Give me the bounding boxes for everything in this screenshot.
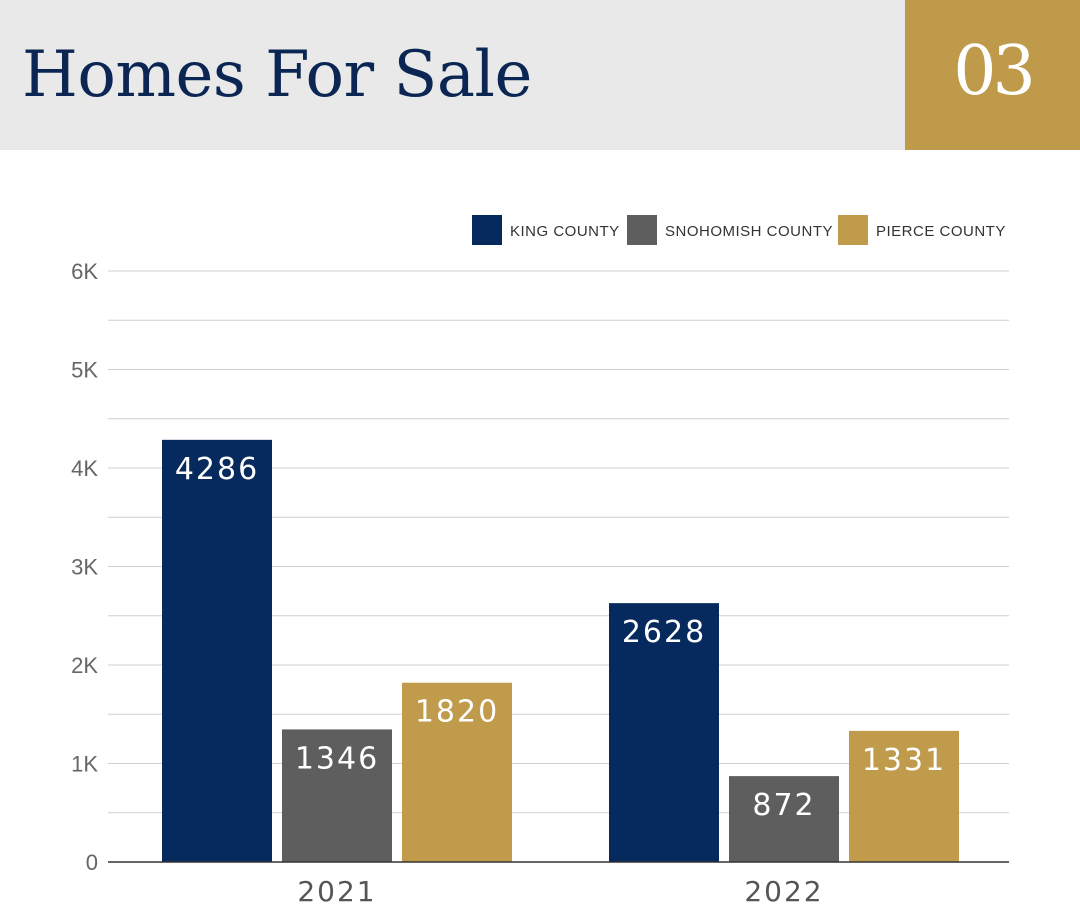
bar-value-label: 2628 — [622, 615, 706, 650]
bar-value-label: 4286 — [175, 452, 259, 487]
x-category-label: 2022 — [744, 875, 823, 908]
y-tick-label: 4K — [71, 456, 98, 481]
bar-value-label: 872 — [752, 788, 815, 823]
legend-label: PIERCE COUNTY — [876, 223, 1006, 240]
bar — [609, 603, 719, 862]
header-bar — [0, 0, 1080, 150]
y-tick-label: 1K — [71, 752, 98, 777]
bar — [729, 776, 839, 862]
x-category-label: 2021 — [297, 875, 376, 908]
section-number: 03 — [953, 32, 1036, 111]
y-tick-label: 3K — [71, 555, 98, 580]
legend-label: SNOHOMISH COUNTY — [665, 223, 833, 240]
section-number-badge: 03 — [905, 0, 1080, 150]
legend-swatch — [627, 215, 657, 245]
legend-swatch — [472, 215, 502, 245]
legend-swatch — [838, 215, 868, 245]
bar-value-label: 1820 — [415, 695, 499, 730]
bar-value-label: 1346 — [295, 741, 379, 776]
legend-label: KING COUNTY — [510, 223, 620, 240]
bar — [849, 730, 959, 862]
bar — [402, 682, 512, 862]
y-tick-label: 6K — [71, 259, 98, 284]
bar-value-label: 1331 — [862, 743, 946, 778]
page-title: Homes For Sale — [22, 38, 532, 112]
bar — [162, 439, 272, 862]
y-tick-label: 2K — [71, 653, 98, 678]
y-tick-label: 0 — [86, 850, 98, 875]
y-tick-label: 5K — [71, 358, 98, 383]
bar — [282, 729, 392, 862]
